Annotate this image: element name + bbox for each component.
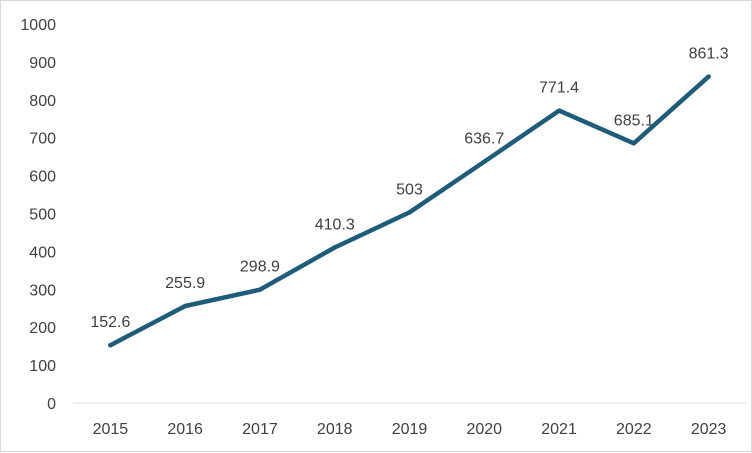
y-tick-label: 500 [29, 207, 56, 224]
x-tick-label: 2021 [541, 421, 577, 438]
y-tick-label: 300 [29, 282, 56, 299]
x-tick-label: 2022 [616, 421, 652, 438]
y-tick-label: 200 [29, 320, 56, 337]
y-tick-label: 0 [47, 396, 56, 413]
data-point [407, 210, 412, 215]
data-point [631, 141, 637, 146]
series-group [108, 74, 711, 348]
x-tick-label: 2015 [93, 421, 129, 438]
data-point [332, 245, 337, 250]
data-point [706, 74, 711, 79]
y-tick-label: 100 [29, 358, 56, 375]
data-point [182, 303, 188, 309]
data-label: 861.3 [689, 46, 729, 63]
x-tick-label: 2020 [466, 421, 502, 438]
data-label: 152.6 [90, 314, 130, 331]
data-label: 255.9 [165, 275, 205, 292]
data-point [482, 159, 487, 164]
data-label: 636.7 [464, 131, 504, 148]
x-tick-label: 2017 [242, 421, 278, 438]
data-label: 298.9 [240, 259, 280, 276]
y-tick-label: 1000 [20, 17, 56, 34]
data-point [108, 342, 113, 348]
x-tick-label: 2019 [392, 421, 428, 438]
data-label: 410.3 [315, 216, 355, 233]
x-tick-label: 2016 [167, 421, 203, 438]
x-tick-label: 2018 [317, 421, 353, 438]
data-labels: 152.6 255.9 298.9 410.3 503 636.7 771.4 685.1 86… [90, 46, 728, 332]
data-point [257, 287, 263, 292]
y-tick-label: 600 [29, 169, 56, 186]
y-tick-label: 800 [29, 93, 56, 110]
x-axis-tick-labels: 2015 2016 2017 2018 2019 2020 2021 2022 2023 [93, 421, 727, 438]
y-tick-label: 900 [29, 55, 56, 72]
data-label: 503 [396, 181, 423, 198]
y-tick-label: 700 [29, 131, 56, 148]
y-tick-label: 400 [29, 244, 56, 261]
data-label: 771.4 [539, 80, 579, 97]
x-tick-label: 2023 [691, 421, 727, 438]
data-point [556, 108, 562, 113]
y-axis-tick-labels: 0 100 200 300 400 500 600 700 800 900 1000 [20, 17, 56, 413]
data-label: 685.1 [614, 112, 654, 129]
